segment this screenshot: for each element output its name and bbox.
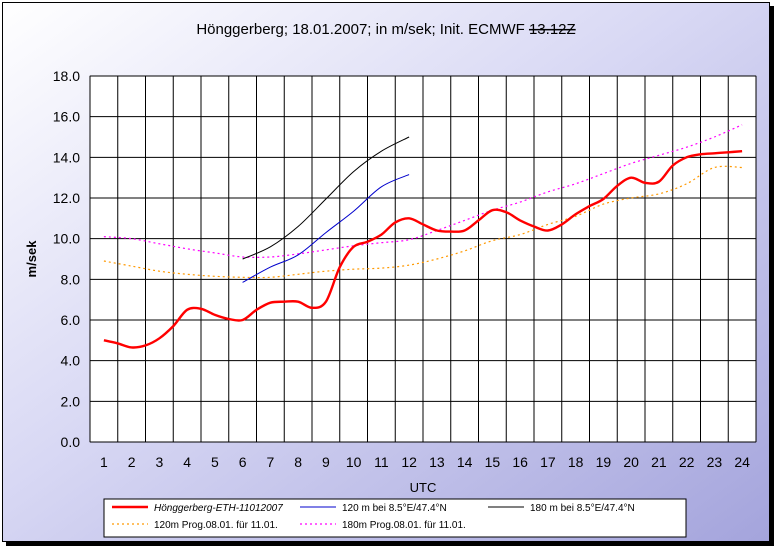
x-tick-labels: 1 2 3 4 5 6 7 8 9 10 11 12 13 14 15 16 17 18 19 20 21 22 23 24 (100, 454, 750, 470)
y-tick-label: 12.0 (53, 190, 80, 206)
x-tick-label: 8 (294, 454, 302, 470)
grid-layer (89, 75, 757, 443)
x-tick-label: 23 (707, 454, 723, 470)
x-tick-label: 9 (322, 454, 330, 470)
x-tick-label: 1 (100, 454, 108, 470)
series-line-4 (103, 124, 743, 259)
x-tick-label: 6 (239, 454, 247, 470)
x-tick-label: 17 (540, 454, 556, 470)
y-tick-label: 0.0 (61, 434, 81, 450)
x-tick-label: 20 (623, 454, 639, 470)
x-tick-label: 2 (128, 454, 136, 470)
y-axis-label: m/sek (24, 240, 39, 278)
x-tick-label: 3 (155, 454, 163, 470)
x-tick-label: 14 (457, 454, 473, 470)
legend-label-2: 180 m bei 8.5°E/47.4°N (530, 503, 635, 514)
legend-label-3: 120m Prog.08.01. für 11.01. (154, 520, 278, 531)
x-tick-label: 21 (651, 454, 667, 470)
y-tick-label: 16.0 (53, 109, 80, 125)
legend-label-4: 180m Prog.08.01. für 11.01. (342, 520, 466, 531)
series-line-2 (242, 136, 410, 260)
x-tick-label: 5 (211, 454, 219, 470)
chart-title: Hönggerberg; 18.01.2007; in m/sek; Init.… (196, 21, 575, 38)
x-tick-label: 12 (401, 454, 417, 470)
x-tick-label: 13 (429, 454, 445, 470)
series-line-0 (103, 150, 743, 349)
legend-label-1: 120 m bei 8.5°E/47.4°N (342, 503, 447, 514)
x-tick-label: 19 (596, 454, 612, 470)
y-tick-labels: 0.0 2.0 4.0 6.0 8.0 10.0 12.0 14.0 16.0 18.0 (53, 68, 80, 450)
x-tick-label: 24 (734, 454, 750, 470)
chart-title-struck: 13.12Z (529, 21, 576, 38)
y-tick-label: 14.0 (53, 149, 80, 165)
x-tick-label: 18 (568, 454, 584, 470)
legend: Hönggerberg-ETH-11012007 120 m bei 8.5°E/… (112, 503, 635, 531)
legend-box (103, 498, 687, 538)
x-axis-label: UTC (410, 480, 437, 495)
x-tick-label: 10 (346, 454, 362, 470)
y-tick-label: 6.0 (61, 312, 81, 328)
y-tick-label: 4.0 (61, 353, 81, 369)
x-tick-label: 7 (266, 454, 274, 470)
series-line-1 (242, 174, 410, 283)
y-tick-label: 8.0 (61, 271, 81, 287)
legend-label-0: Hönggerberg-ETH-11012007 (154, 503, 283, 514)
y-tick-label: 18.0 (53, 68, 80, 84)
x-tick-label: 16 (512, 454, 528, 470)
chart-title-main: Hönggerberg; 18.01.2007; in m/sek; Init.… (196, 21, 529, 38)
x-tick-label: 4 (183, 454, 191, 470)
y-tick-label: 10.0 (53, 231, 80, 247)
y-tick-label: 2.0 (61, 393, 81, 409)
x-tick-label: 22 (679, 454, 695, 470)
x-tick-label: 15 (485, 454, 501, 470)
series-line-3 (103, 165, 743, 279)
series-layer (103, 124, 743, 349)
x-tick-label: 11 (374, 454, 389, 470)
